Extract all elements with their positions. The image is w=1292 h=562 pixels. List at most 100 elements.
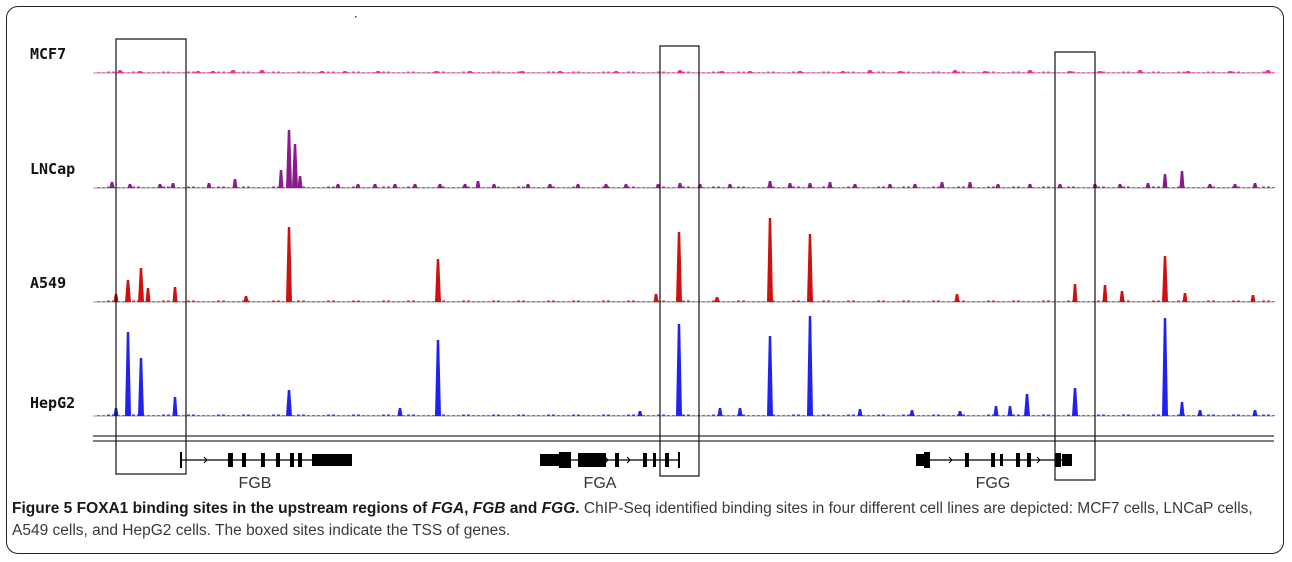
track-noise [1217, 187, 1220, 188]
track-noise [1267, 71, 1270, 73]
track-noise [987, 300, 990, 302]
track-noise [347, 72, 350, 73]
track-noise [712, 186, 715, 188]
track-noise [807, 72, 810, 73]
track-peak-lncap [807, 183, 813, 188]
track-noise [157, 415, 160, 416]
track-noise [592, 301, 595, 302]
track-noise [797, 300, 800, 302]
track-noise [187, 186, 190, 188]
track-noise [492, 414, 495, 416]
track-noise [1142, 187, 1145, 188]
track-noise [882, 71, 885, 73]
track-noise [172, 301, 175, 302]
track-noise [587, 415, 590, 416]
track-noise [932, 186, 935, 188]
tss-box-1 [115, 38, 187, 475]
track-noise [237, 187, 240, 188]
track-noise [447, 187, 450, 188]
track-noise [812, 187, 815, 188]
track-noise [572, 414, 575, 416]
track-noise [632, 414, 635, 416]
track-noise [422, 415, 425, 416]
track-noise [1272, 415, 1275, 416]
track-noise [1152, 300, 1155, 302]
track-noise [567, 301, 570, 302]
track-noise [577, 186, 580, 188]
track-noise [857, 187, 860, 188]
caption-gene-fga: FGA [431, 500, 465, 517]
track-noise [527, 301, 530, 302]
track-noise [767, 414, 770, 416]
track-noise [1062, 187, 1065, 188]
track-noise [292, 301, 295, 302]
track-noise [1227, 72, 1230, 73]
track-noise [462, 300, 465, 302]
track-noise [162, 71, 165, 73]
track-noise [97, 301, 100, 302]
track-noise [192, 71, 195, 73]
track-noise [1132, 301, 1135, 302]
track-noise [252, 415, 255, 416]
track-noise [802, 72, 805, 73]
track-noise [232, 187, 235, 188]
track-noise [632, 186, 635, 188]
track-noise [412, 300, 415, 302]
track-noise [467, 71, 470, 73]
track-noise [802, 187, 805, 188]
gene-exon-fgb [180, 452, 182, 468]
track-noise [122, 72, 125, 73]
track-noise [932, 414, 935, 416]
track-noise [532, 187, 535, 188]
track-noise [412, 186, 415, 188]
track-noise [567, 415, 570, 416]
track-noise [482, 72, 485, 73]
track-noise [827, 414, 830, 416]
track-noise [647, 72, 650, 73]
track-peak-lncap [292, 144, 298, 188]
track-peak-a549 [653, 294, 659, 302]
track-noise [1147, 72, 1150, 73]
track-noise [612, 187, 615, 188]
track-noise [227, 301, 230, 302]
track-noise [162, 414, 165, 416]
track-noise [777, 301, 780, 302]
track-noise [932, 300, 935, 302]
track-noise [1167, 415, 1170, 416]
track-noise [312, 415, 315, 416]
track-noise [807, 187, 810, 188]
track-noise [537, 301, 540, 302]
track-noise [552, 414, 555, 416]
track-peak-lncap [297, 176, 303, 188]
track-noise [1067, 414, 1070, 416]
track-noise [942, 187, 945, 188]
track-noise [272, 300, 275, 302]
track-noise [1082, 301, 1085, 302]
track-noise [542, 301, 545, 302]
track-noise [867, 415, 870, 416]
track-noise [622, 415, 625, 416]
track-noise [512, 187, 515, 188]
track-noise [412, 71, 415, 73]
track-noise [1037, 415, 1040, 416]
track-noise [1232, 71, 1235, 73]
track-noise [857, 301, 860, 302]
track-noise [282, 187, 285, 188]
track-noise [307, 72, 310, 73]
track-noise [342, 301, 345, 302]
track-noise [142, 187, 145, 188]
track-peak-a549 [1162, 256, 1168, 302]
gene-strand-arrow-fgb [203, 456, 208, 464]
track-noise [152, 415, 155, 416]
track-noise [722, 187, 725, 188]
track-noise [322, 187, 325, 188]
track-noise [397, 415, 400, 416]
gene-exon-fgg [1027, 453, 1031, 467]
track-noise [757, 72, 760, 73]
track-noise [192, 414, 195, 416]
track-peak-hepg2 [397, 408, 403, 416]
track-noise [277, 300, 280, 302]
track-noise [957, 300, 960, 302]
track-noise [1112, 187, 1115, 188]
track-peak-mcf7 [1136, 70, 1144, 73]
